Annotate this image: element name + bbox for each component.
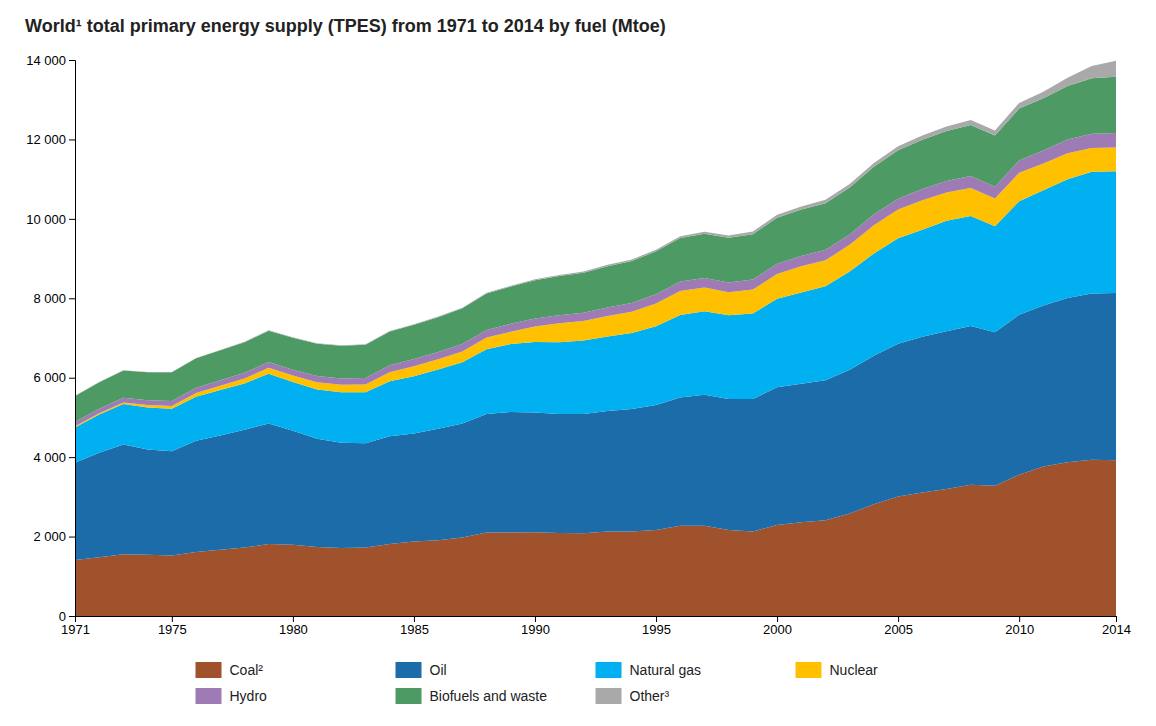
tick-mark bbox=[69, 219, 75, 220]
tick-mark bbox=[69, 139, 75, 140]
legend-swatch bbox=[796, 662, 822, 678]
chart: World¹ total primary energy supply (TPES… bbox=[0, 0, 1156, 726]
legend-label: Natural gas bbox=[630, 662, 702, 678]
tick: 1995 bbox=[642, 616, 671, 637]
tick: 12 000 bbox=[26, 132, 75, 147]
tick: 14 000 bbox=[26, 53, 75, 68]
tick-mark bbox=[172, 616, 173, 622]
plot: 1971 1975 1980 1985 1990 1995 2000 2005 2010 2014… bbox=[26, 53, 1131, 638]
tick: 2000 bbox=[763, 616, 792, 637]
legend-item: Coal² bbox=[196, 662, 264, 678]
tick-label: 1990 bbox=[521, 622, 550, 637]
legend-swatch bbox=[196, 662, 222, 678]
legend-swatch bbox=[596, 688, 622, 704]
legend-swatch bbox=[396, 688, 422, 704]
legend-item: Biofuels and waste bbox=[396, 688, 548, 704]
tick: 0 bbox=[59, 609, 75, 624]
legend-label: Hydro bbox=[230, 688, 268, 704]
tick: 2010 bbox=[1005, 616, 1034, 637]
tick-label: 2 000 bbox=[33, 529, 66, 544]
legend-label: Nuclear bbox=[830, 662, 879, 678]
tick: 6 000 bbox=[33, 370, 75, 385]
tick-label: 12 000 bbox=[26, 132, 66, 147]
tick: 4 000 bbox=[33, 450, 75, 465]
legend-label: Biofuels and waste bbox=[430, 688, 548, 704]
tick-mark bbox=[535, 616, 536, 622]
legend-label: Other³ bbox=[630, 688, 670, 704]
axis-line bbox=[76, 617, 1117, 623]
tick-label: 10 000 bbox=[26, 212, 66, 227]
tick-mark bbox=[69, 378, 75, 379]
tick-mark bbox=[69, 298, 75, 299]
tick-label: 1995 bbox=[642, 622, 671, 637]
legend-item: Natural gas bbox=[596, 662, 702, 678]
legend-swatch bbox=[196, 688, 222, 704]
tick-label: 0 bbox=[59, 609, 66, 624]
tick: 2005 bbox=[884, 616, 913, 637]
areas bbox=[75, 61, 1116, 616]
tick-mark bbox=[777, 616, 778, 622]
tick: 2 000 bbox=[33, 529, 75, 544]
tick-mark bbox=[1019, 616, 1020, 622]
legend-item: Hydro bbox=[196, 688, 268, 704]
tick: 1980 bbox=[279, 616, 308, 637]
y-axis: 0 2 000 4 000 6 000 8 000 10 000 12 000 14 000 bbox=[26, 53, 75, 624]
tick-mark bbox=[1116, 616, 1117, 622]
x-axis: 1971 1975 1980 1985 1990 1995 2000 2005 2010 2014 bbox=[61, 616, 1131, 637]
area bbox=[75, 61, 1116, 396]
legend-item: Oil bbox=[396, 662, 447, 678]
tick-mark bbox=[898, 616, 899, 622]
tick-label: 1975 bbox=[158, 622, 187, 637]
legend-label: Oil bbox=[430, 662, 447, 678]
legend: Coal² Oil Natural gas Nuclear Hydro Biofuels … bbox=[196, 662, 879, 704]
tick: 1990 bbox=[521, 616, 550, 637]
tick-label: 1971 bbox=[61, 622, 90, 637]
legend-item: Other³ bbox=[596, 688, 670, 704]
area bbox=[75, 77, 1116, 422]
legend-swatch bbox=[396, 662, 422, 678]
tick: 10 000 bbox=[26, 212, 75, 227]
tick-label: 14 000 bbox=[26, 53, 66, 68]
tick: 2014 bbox=[1102, 616, 1131, 637]
tick-label: 1985 bbox=[400, 622, 429, 637]
legend-swatch bbox=[596, 662, 622, 678]
tick-label: 2000 bbox=[763, 622, 792, 637]
tick-mark bbox=[69, 457, 75, 458]
title: World¹ total primary energy supply (TPES… bbox=[25, 16, 666, 36]
tick-label: 4 000 bbox=[33, 450, 66, 465]
tick-mark bbox=[656, 616, 657, 622]
tick-label: 2005 bbox=[884, 622, 913, 637]
tick-label: 8 000 bbox=[33, 291, 66, 306]
tick-mark bbox=[69, 537, 75, 538]
legend-label: Coal² bbox=[230, 662, 264, 678]
tick-mark bbox=[69, 616, 75, 617]
axis-line bbox=[69, 61, 76, 617]
tick: 1975 bbox=[158, 616, 187, 637]
tick-label: 1980 bbox=[279, 622, 308, 637]
tick-label: 2014 bbox=[1102, 622, 1131, 637]
tick-label: 2010 bbox=[1005, 622, 1034, 637]
tick: 1985 bbox=[400, 616, 429, 637]
tick-mark bbox=[414, 616, 415, 622]
tick-label: 6 000 bbox=[33, 370, 66, 385]
legend-item: Nuclear bbox=[796, 662, 879, 678]
tick-mark bbox=[69, 60, 75, 61]
tick: 8 000 bbox=[33, 291, 75, 306]
tick-mark bbox=[293, 616, 294, 622]
